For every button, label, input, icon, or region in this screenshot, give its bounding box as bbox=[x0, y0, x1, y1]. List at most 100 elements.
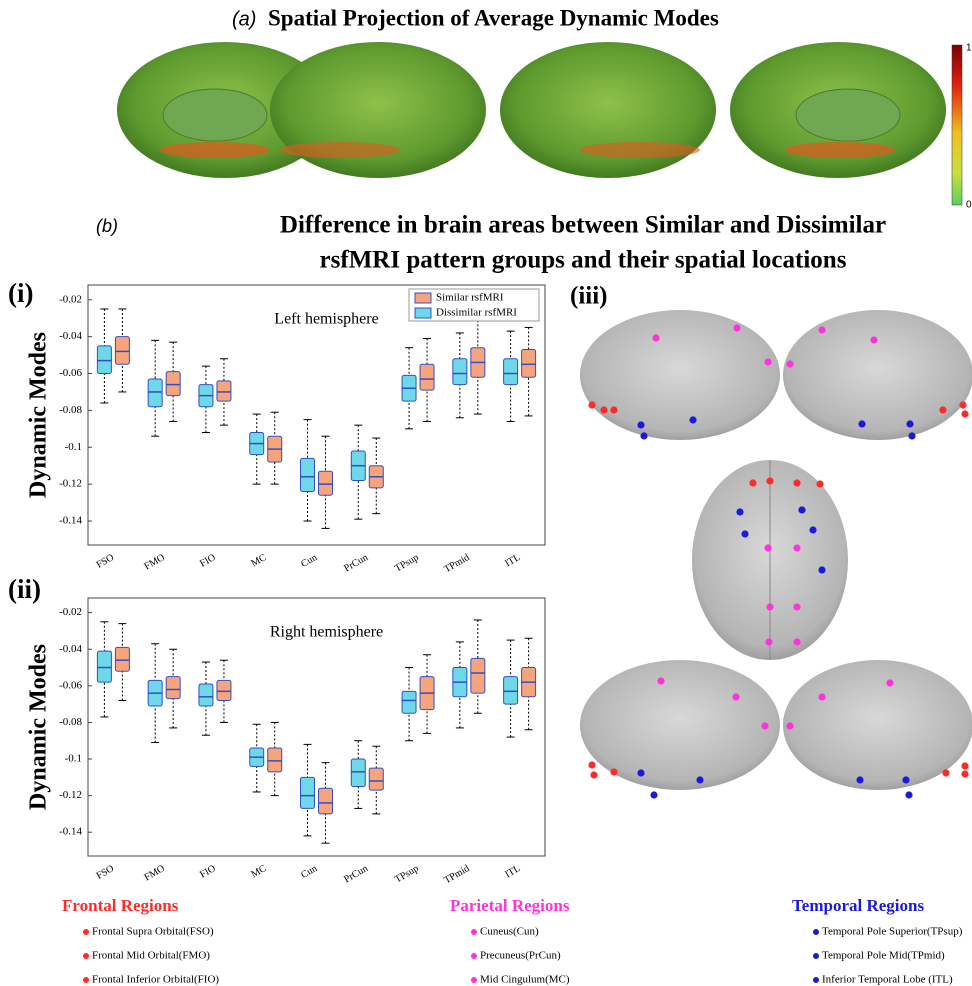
legend-dot bbox=[813, 929, 819, 935]
legend-label: Similar rsfMRI bbox=[436, 292, 504, 304]
x-tick-label: FSO bbox=[95, 552, 116, 571]
region-dot bbox=[886, 679, 893, 686]
region-title: Parietal Regions bbox=[450, 896, 570, 915]
y-tick-label: -0.1 bbox=[65, 753, 82, 765]
legend-dot bbox=[471, 977, 477, 983]
region-dot bbox=[637, 421, 644, 428]
y-tick-label: -0.08 bbox=[59, 404, 82, 416]
region-dot bbox=[765, 638, 772, 645]
region-dot bbox=[906, 420, 913, 427]
brain-renders bbox=[580, 310, 972, 790]
panel-label: (ii) bbox=[8, 574, 41, 604]
region-dot bbox=[961, 762, 968, 769]
box bbox=[268, 748, 282, 772]
region-item: Precuneus(PrCun) bbox=[480, 950, 561, 962]
panel-label: (a) bbox=[232, 8, 256, 30]
legend-dot bbox=[83, 953, 89, 959]
legend-dot bbox=[471, 953, 477, 959]
box bbox=[420, 364, 434, 390]
region-dot bbox=[809, 526, 816, 533]
region-dot bbox=[766, 603, 773, 610]
y-tick-label: -0.04 bbox=[59, 643, 82, 655]
region-dot bbox=[959, 401, 966, 408]
box bbox=[97, 651, 111, 682]
region-dot bbox=[818, 326, 825, 333]
chart-subtitle: Left hemisphere bbox=[274, 311, 378, 328]
chart-subtitle: Right hemisphere bbox=[270, 624, 383, 641]
region-item: Cuneus(Cun) bbox=[480, 926, 539, 938]
region-title: Temporal Regions bbox=[792, 896, 924, 915]
y-tick-label: -0.02 bbox=[59, 606, 82, 618]
panel-label: (iii) bbox=[570, 283, 608, 310]
legend-dot bbox=[813, 953, 819, 959]
region-dot bbox=[652, 334, 659, 341]
region-dot bbox=[610, 768, 617, 775]
title: Spatial Projection of Average Dynamic Mo… bbox=[268, 5, 719, 30]
region-dot bbox=[793, 544, 800, 551]
legend-swatch bbox=[415, 308, 431, 318]
brain-maps bbox=[117, 42, 946, 178]
box bbox=[369, 768, 383, 790]
x-tick-label: MC bbox=[249, 863, 268, 880]
region-dot bbox=[908, 432, 915, 439]
x-tick-label: FMO bbox=[143, 552, 167, 572]
x-tick-label: ITL bbox=[503, 552, 522, 569]
y-tick-label: -0.1 bbox=[65, 441, 82, 453]
region-dot bbox=[741, 530, 748, 537]
box bbox=[97, 346, 111, 374]
box bbox=[148, 379, 162, 407]
legend-dot bbox=[83, 977, 89, 983]
region-item: Frontal Mid Orbital(FMO) bbox=[92, 950, 210, 962]
x-tick-label: ITL bbox=[503, 863, 522, 880]
region-dot bbox=[761, 722, 768, 729]
region-dot bbox=[590, 771, 597, 778]
y-tick-label: -0.06 bbox=[59, 367, 82, 379]
region-dot bbox=[764, 544, 771, 551]
region-dot bbox=[610, 406, 617, 413]
region-dot bbox=[766, 477, 773, 484]
box bbox=[217, 680, 231, 700]
region-dot bbox=[793, 638, 800, 645]
legend-label: Dissimilar rsfMRI bbox=[436, 307, 517, 319]
x-tick-label: MC bbox=[249, 552, 268, 569]
box bbox=[319, 788, 333, 814]
y-tick-label: -0.02 bbox=[59, 293, 82, 305]
figure: (a) Spatial Projection of Average Dynami… bbox=[0, 0, 972, 986]
colorbar-label: 0 bbox=[966, 200, 972, 211]
region-dot bbox=[870, 336, 877, 343]
region-dot bbox=[798, 506, 805, 513]
box bbox=[166, 677, 180, 699]
region-item: Frontal Supra Orbital(FSO) bbox=[92, 926, 214, 938]
box bbox=[319, 471, 333, 495]
region-dot bbox=[696, 776, 703, 783]
x-tick-label: Cun bbox=[299, 552, 319, 570]
y-tick-label: -0.06 bbox=[59, 679, 82, 691]
region-dot bbox=[736, 508, 743, 515]
box bbox=[301, 777, 315, 808]
y-tick-label: -0.14 bbox=[59, 826, 82, 838]
region-dot bbox=[733, 324, 740, 331]
region-dot bbox=[749, 479, 756, 486]
region-item: Frontal Inferior Orbital(FIO) bbox=[92, 974, 219, 986]
y-tick-label: -0.12 bbox=[59, 478, 82, 490]
region-dot bbox=[793, 603, 800, 610]
box bbox=[217, 381, 231, 401]
title: Difference in brain areas between Simila… bbox=[280, 212, 886, 239]
box bbox=[402, 691, 416, 713]
x-tick-label: FIO bbox=[198, 863, 217, 881]
region-dot bbox=[818, 566, 825, 573]
region-dot bbox=[588, 401, 595, 408]
region-dot bbox=[786, 360, 793, 367]
x-tick-label: TPsup bbox=[393, 863, 421, 885]
legend-dot bbox=[813, 977, 819, 983]
box bbox=[504, 359, 518, 385]
x-tick-label: FSO bbox=[95, 863, 116, 882]
region-item: Temporal Pole Superior(TPsup) bbox=[822, 926, 963, 938]
region-dot bbox=[942, 769, 949, 776]
x-tick-label: TPmid bbox=[442, 863, 471, 886]
region-dot bbox=[856, 776, 863, 783]
box bbox=[301, 458, 315, 491]
region-dot bbox=[600, 406, 607, 413]
legend-swatch bbox=[415, 293, 431, 303]
box bbox=[471, 658, 485, 693]
